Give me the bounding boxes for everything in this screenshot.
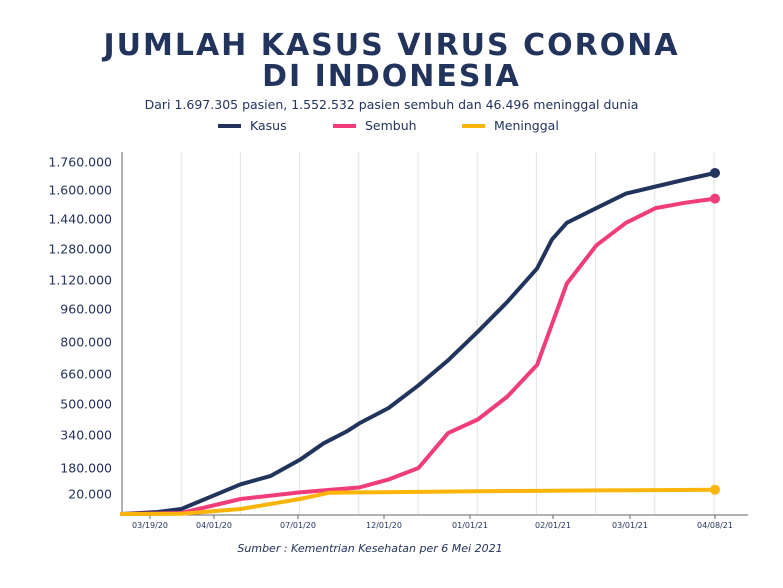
- y-tick-label: 1.120.000: [48, 273, 112, 288]
- legend-label-meninggal: Meninggal: [494, 118, 559, 133]
- x-tick-label: 07/01/20: [280, 521, 316, 530]
- chart-source: Sumber : Kementrian Kesehatan per 6 Mei …: [237, 542, 503, 555]
- x-tick-label: 01/01/21: [452, 521, 488, 530]
- y-tick-label: 340.000: [60, 428, 112, 443]
- chart-title-line-2: DI INDONESIA: [262, 59, 521, 94]
- series-end-marker-sembuh: [710, 193, 720, 204]
- legend-label-sembuh: Sembuh: [365, 118, 417, 133]
- y-tick-label: 1.600.000: [48, 183, 112, 198]
- x-tick-label: 04/08/21: [697, 521, 733, 530]
- x-tick-label: 04/01/20: [196, 521, 232, 530]
- chart-title: JUMLAH KASUS VIRUS CORONA DI INDONESIA: [0, 30, 783, 92]
- y-tick-label: 1.440.000: [48, 212, 112, 227]
- y-tick-label: 1.760.000: [48, 155, 112, 170]
- y-tick-label: 20.000: [68, 487, 112, 502]
- series-line-meninggal: [120, 487, 717, 516]
- y-tick-label: 800.000: [60, 335, 112, 350]
- series-line-sembuh: [120, 196, 717, 516]
- series-line-kasus: [120, 171, 717, 516]
- chart-title-line-1: JUMLAH KASUS VIRUS CORONA: [103, 28, 680, 63]
- y-tick-label: 660.000: [60, 367, 112, 382]
- y-tick-label: 960.000: [60, 302, 112, 317]
- x-tick-label: 03/01/21: [612, 521, 648, 530]
- y-tick-label: 500.000: [60, 397, 112, 412]
- y-tick-label: 1.280.000: [48, 242, 112, 257]
- x-tick-label: 12/01/20: [366, 521, 402, 530]
- x-tick-label: 03/19/20: [132, 521, 168, 530]
- x-tick-label: 02/01/21: [535, 521, 571, 530]
- legend-label-kasus: Kasus: [250, 118, 287, 133]
- series-end-marker-kasus: [710, 167, 720, 178]
- series-end-marker-meninggal: [710, 484, 720, 495]
- chart-subtitle: Dari 1.697.305 pasien, 1.552.532 pasien …: [144, 97, 639, 112]
- y-tick-label: 180.000: [60, 461, 112, 476]
